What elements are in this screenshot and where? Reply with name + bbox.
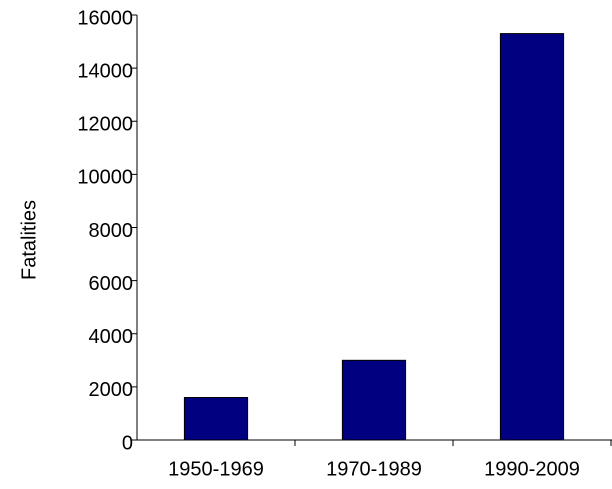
y-tick-label: 12000 [77,114,133,136]
y-tick-label: 0 [122,432,133,454]
y-tick-label: 16000 [77,7,133,29]
y-tick-label: 8000 [89,220,134,242]
chart: Fatalities 0 2000 4000 6000 8000 10000 12000 14… [0,0,612,489]
bar [500,34,563,440]
y-tick-label: 6000 [89,273,134,295]
x-tick-label: 1970-1989 [326,458,422,480]
y-tick-label: 10000 [77,167,133,189]
y-tick-label: 2000 [89,379,134,401]
y-tick-label: 14000 [77,60,133,82]
bar [342,360,405,440]
x-tick-label: 1990-2009 [484,458,580,480]
y-tick-label: 4000 [89,326,134,348]
y-axis-label: Fatalities [18,200,40,280]
bar [184,398,247,441]
x-tick-label: 1950-1969 [168,458,264,480]
